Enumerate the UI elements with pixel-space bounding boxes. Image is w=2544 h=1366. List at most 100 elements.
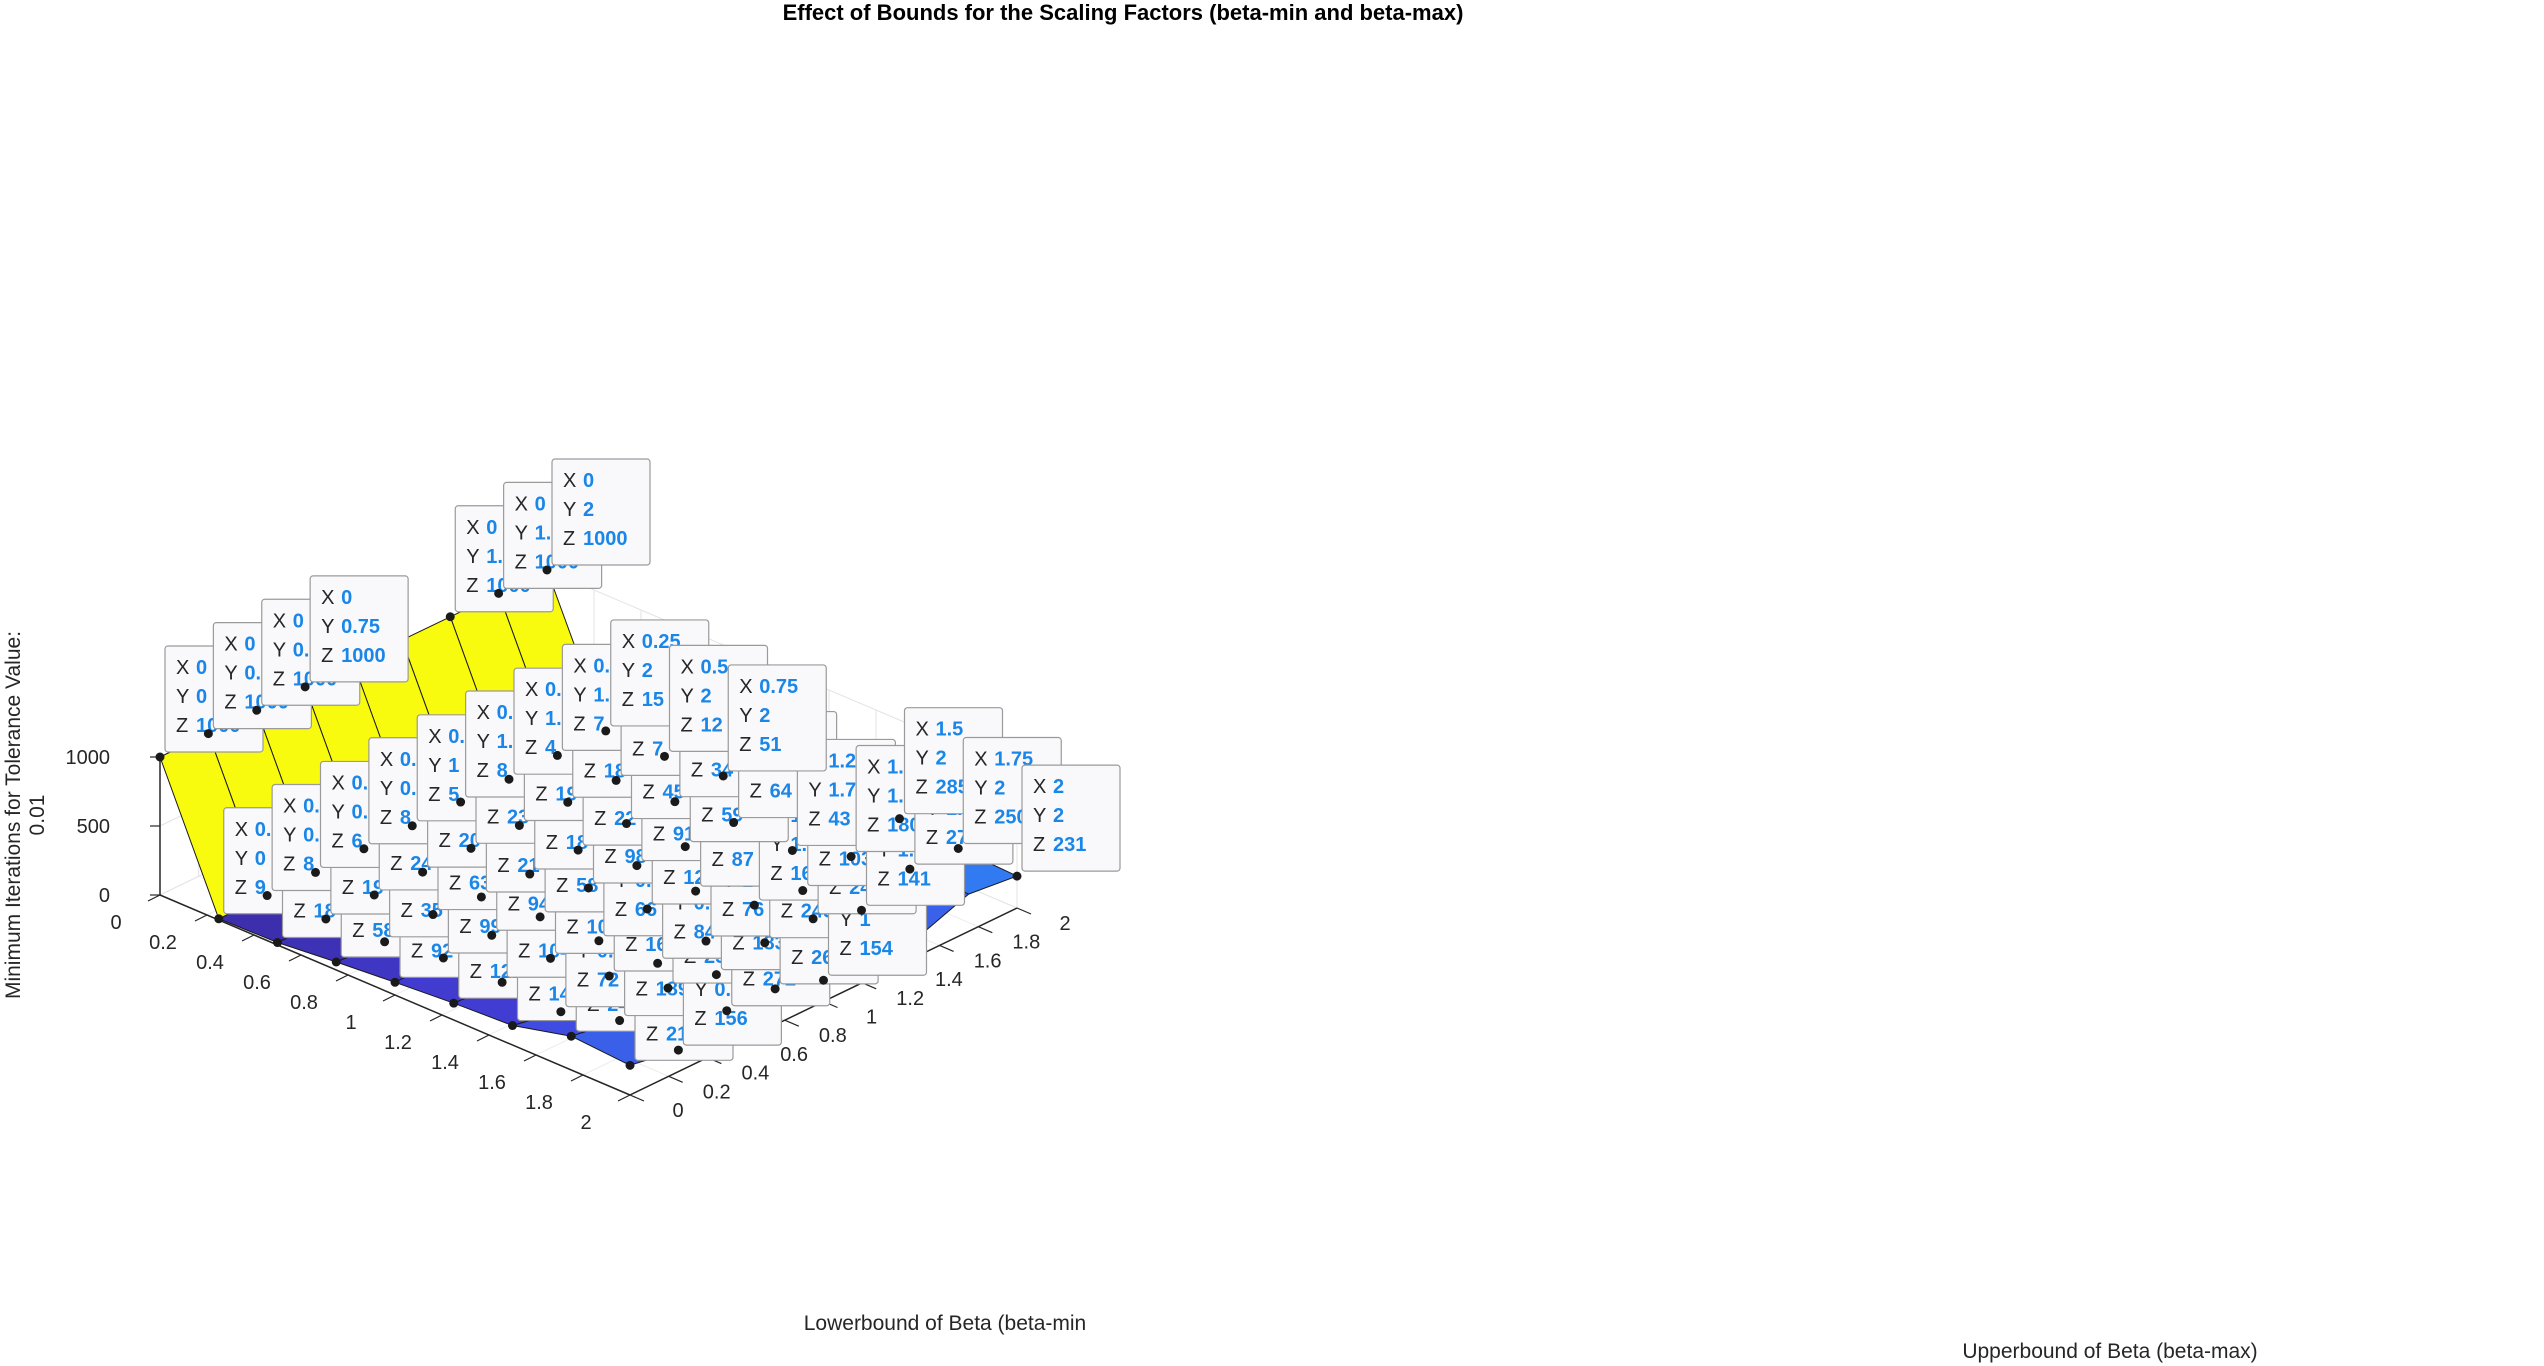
x-tick-mark-0 <box>147 894 161 902</box>
datatip-key-z: Z <box>525 737 537 759</box>
datatip-key-x: X <box>681 656 694 678</box>
y-tick-label-10: 2 <box>1059 913 1070 935</box>
datatip-key-z: Z <box>567 916 579 938</box>
datatip-value-z: 23 <box>507 806 529 828</box>
datatip-value-y: 2 <box>583 499 594 521</box>
datatip-value-x: 0 <box>196 657 207 679</box>
datatip-value-y: 0 <box>255 848 266 870</box>
datatip-66[interactable]: X 0Y 2Z 1000 <box>542 458 651 575</box>
datatip-marker <box>691 886 701 896</box>
datatip-key-z: Z <box>1033 834 1045 856</box>
datatip-72[interactable]: X 2Y 2Z 231 <box>1012 764 1121 881</box>
datatip-key-z: Z <box>380 807 392 829</box>
datatip-marker <box>625 1060 635 1070</box>
y-tick-mark-10 <box>1016 907 1032 915</box>
x-tick-label-9: 1.8 <box>525 1092 553 1114</box>
datatip-value-y: 1 <box>448 755 459 777</box>
datatip-key-z: Z <box>428 784 440 806</box>
datatip-value-z: 7 <box>652 738 663 760</box>
datatip-key-y: Y <box>283 825 296 847</box>
datatip-key-z: Z <box>577 970 589 992</box>
datatip-key-y: Y <box>428 755 441 777</box>
x-tick-mark-2 <box>241 934 255 942</box>
datatip-key-z: Z <box>466 575 478 597</box>
datatip-marker <box>214 914 224 924</box>
datatip-marker <box>508 1021 517 1031</box>
y-tick-label-8: 1.6 <box>974 950 1002 972</box>
y-tick-mark-9 <box>978 926 993 934</box>
datatips-layer: X0Y0Z1000X0.25Y0Z9X0.5Y0Z18X0.75Y0Z58X1Y… <box>155 458 1121 1070</box>
datatip-marker <box>819 975 828 985</box>
labels-layer: Effect of Bounds for the Scaling Factors… <box>2 0 2258 1363</box>
datatip-marker <box>504 774 514 784</box>
x-tick-mark-9 <box>570 1074 584 1082</box>
datatip-marker <box>653 958 663 968</box>
datatip-marker <box>407 821 417 831</box>
datatip-key-z: Z <box>563 528 575 550</box>
datatip-marker <box>369 890 379 900</box>
y-tick-label-2: 0.4 <box>741 1063 769 1085</box>
datatip-key-z: Z <box>615 899 627 921</box>
datatip-key-z: Z <box>508 893 520 915</box>
y-tick-label-3: 0.6 <box>780 1044 808 1066</box>
chart-title: Effect of Bounds for the Scaling Factors… <box>783 0 1464 25</box>
datatip-key-y: Y <box>867 786 880 808</box>
datatip-value-z: 19 <box>555 784 577 806</box>
datatip-marker <box>418 867 428 877</box>
datatip-key-z: Z <box>321 645 333 667</box>
datatip-value-x: 0 <box>583 470 594 492</box>
datatip-marker <box>615 1016 625 1026</box>
datatip-key-y: Y <box>622 660 635 682</box>
datatip-marker <box>670 797 680 807</box>
datatip-marker <box>252 705 262 715</box>
datatip-key-z: Z <box>605 846 617 868</box>
datatip-box <box>1021 764 1121 872</box>
x-tick-mark-8 <box>523 1054 537 1062</box>
datatip-key-z: Z <box>867 815 879 837</box>
datatip-marker <box>573 845 583 855</box>
datatip-marker <box>787 845 797 855</box>
datatip-marker <box>953 844 963 853</box>
x-tick-mark-5 <box>382 994 396 1002</box>
datatip-69[interactable]: X 0.75 Y 2Z 51 <box>718 664 827 781</box>
x-tick-label-8: 1.6 <box>478 1072 506 1094</box>
x-tick-mark-10 <box>617 1094 631 1102</box>
datatip-value-z: 18 <box>314 901 336 923</box>
datatip-key-z: Z <box>750 781 762 803</box>
datatip-key-z: Z <box>235 877 247 899</box>
datatip-key-z: Z <box>390 853 402 875</box>
datatip-key-z: Z <box>622 689 634 711</box>
datatip-key-x: X <box>525 679 538 701</box>
datatip-key-z: Z <box>584 760 596 782</box>
x-tick-label-7: 1.4 <box>431 1052 459 1074</box>
datatip-marker <box>390 977 400 987</box>
datatip-key-x: X <box>563 470 576 492</box>
datatip-key-z: Z <box>518 940 530 962</box>
datatip-marker <box>895 814 904 824</box>
datatip-key-z: Z <box>878 868 890 890</box>
datatip-key-y: Y <box>739 705 752 727</box>
datatip-key-x: X <box>428 726 441 748</box>
datatip-marker <box>594 936 604 946</box>
datatip-marker <box>701 936 711 946</box>
datatip-key-x: X <box>622 631 635 653</box>
datatip-key-y: Y <box>974 778 987 800</box>
datatip-value-y: 2 <box>701 685 712 707</box>
datatip-value-z: 156 <box>714 1008 747 1030</box>
datatip-value-z: 19 <box>362 877 384 899</box>
datatip-key-x: X <box>235 819 248 841</box>
datatip-marker <box>722 1006 732 1016</box>
datatip-marker <box>552 750 562 760</box>
datatip-key-x: X <box>321 587 334 609</box>
datatip-marker <box>749 900 759 910</box>
datatip-key-y: Y <box>563 499 576 521</box>
datatip-value-z: 141 <box>898 868 931 890</box>
datatip-key-z: Z <box>974 807 986 829</box>
y-tick-label-7: 1.4 <box>935 969 963 991</box>
datatip-key-z: Z <box>636 979 648 1001</box>
datatip-value-y: 2 <box>1053 805 1064 827</box>
datatip-key-x: X <box>1033 776 1046 798</box>
datatip-marker <box>494 588 504 598</box>
datatip-27[interactable]: X 0Y 0.75 Z 1000 <box>300 575 409 692</box>
datatip-key-x: X <box>176 657 189 679</box>
